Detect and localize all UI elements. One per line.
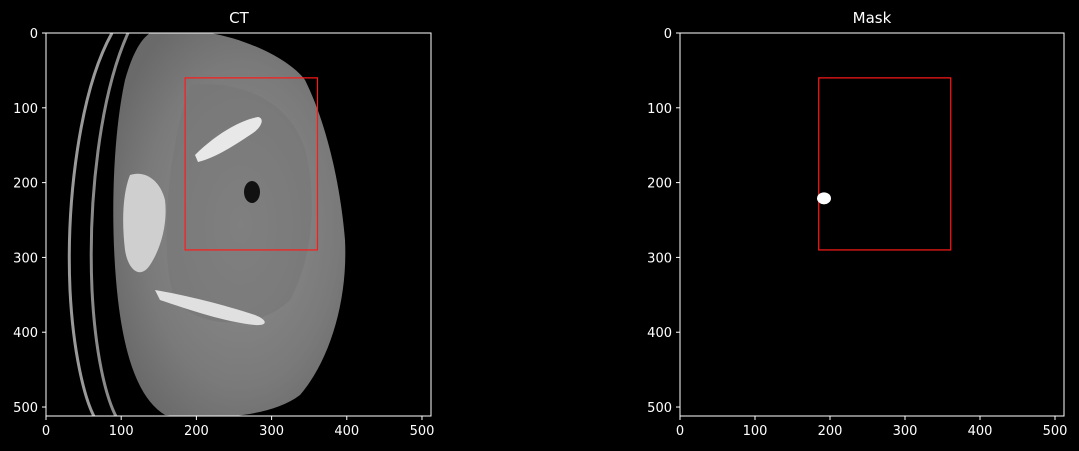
mask-title: Mask	[853, 9, 892, 27]
sacrum	[123, 173, 166, 273]
mask-x-axis: 0 100 200 300 400 500	[676, 416, 1068, 439]
ct-y-tick-label: 100	[13, 102, 38, 117]
mask-panel: Mask 0 100 200 300 400 500 0 100 200 300 400 500	[647, 9, 1067, 439]
mask-x-tick-label: 0	[676, 424, 684, 439]
ct-y-tick-label: 300	[13, 251, 38, 266]
mask-x-tick-label: 200	[818, 424, 843, 439]
mask-x-tick-label: 400	[968, 424, 993, 439]
ct-axes-frame	[45, 32, 432, 417]
ct-x-tick-label: 500	[410, 424, 435, 439]
mask-y-tick-label: 500	[647, 401, 672, 416]
mask-y-tick-label: 0	[664, 27, 672, 42]
mask-image	[680, 33, 1064, 416]
ct-y-tick-label: 200	[13, 177, 38, 192]
mask-x-tick-label: 300	[893, 424, 918, 439]
mask-lesion-blob	[817, 192, 831, 205]
mask-axes-frame	[679, 32, 1065, 417]
couch-ring-inner	[89, 33, 130, 416]
iliac-bone-upper	[195, 117, 262, 162]
mask-y-tick-label: 100	[647, 102, 672, 117]
iliac-bone-lower	[155, 290, 265, 326]
ct-panel: CT 0 100 200 300 400 500 0 100 200 300 400 500	[13, 9, 434, 439]
mask-y-axis: 0 100 200 300 400 500	[647, 27, 680, 416]
mask-x-tick-label: 500	[1043, 424, 1068, 439]
gas-pocket	[244, 181, 260, 203]
ct-y-tick-label: 500	[13, 401, 38, 416]
ct-y-tick-label: 0	[30, 27, 38, 42]
ct-y-axis: 0 100 200 300 400 500	[13, 27, 46, 416]
mask-y-tick-label: 200	[647, 177, 672, 192]
ct-x-tick-label: 0	[42, 424, 50, 439]
mask-x-tick-label: 100	[743, 424, 768, 439]
ct-x-axis: 0 100 200 300 400 500	[42, 416, 435, 439]
ct-y-tick-label: 400	[13, 326, 38, 341]
mask-y-tick-label: 300	[647, 251, 672, 266]
ct-x-tick-label: 300	[259, 424, 284, 439]
mask-roi-box	[818, 77, 952, 251]
couch-ring-outer	[67, 33, 114, 416]
ct-x-tick-label: 400	[334, 424, 359, 439]
ct-roi-box	[184, 77, 319, 251]
pelvic-cavity	[166, 84, 312, 323]
mask-y-tick-label: 400	[647, 326, 672, 341]
ct-title: CT	[229, 9, 249, 27]
ct-image	[46, 33, 431, 416]
ct-x-tick-label: 200	[184, 424, 209, 439]
ct-x-tick-label: 100	[109, 424, 134, 439]
